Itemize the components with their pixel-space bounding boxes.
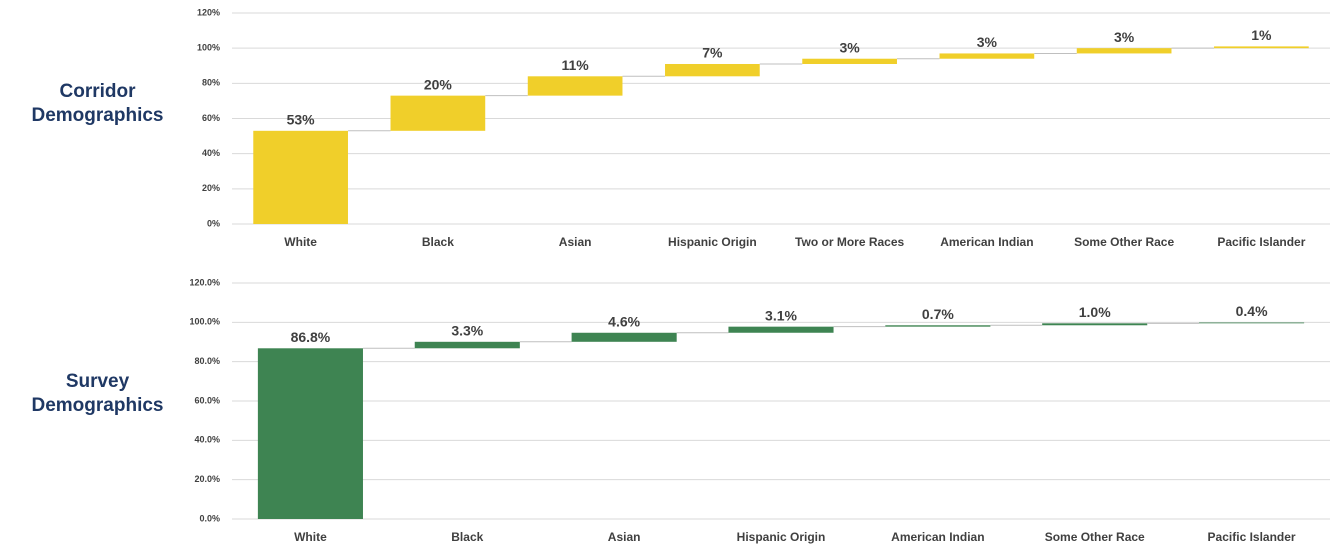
value-label: 3%	[1114, 29, 1135, 45]
value-label: 7%	[702, 45, 723, 61]
bar	[571, 332, 677, 342]
bar	[390, 95, 486, 131]
value-label: 0.4%	[1236, 303, 1268, 319]
x-tick-label: Asian	[559, 235, 592, 249]
value-label: 0.7%	[922, 306, 954, 322]
value-label: 1%	[1251, 27, 1272, 43]
x-tick-label: Hispanic Origin	[668, 235, 757, 249]
value-label: 53%	[287, 112, 316, 128]
y-tick-label: 40%	[202, 148, 220, 158]
value-label: 3.3%	[451, 323, 483, 339]
x-tick-label: Black	[422, 235, 454, 249]
y-tick-label: 120.0%	[189, 277, 220, 287]
y-tick-label: 60.0%	[194, 395, 220, 405]
y-tick-label: 60%	[202, 113, 220, 123]
value-label: 3%	[840, 39, 861, 55]
y-tick-label: 100.0%	[189, 317, 220, 327]
y-tick-label: 0.0%	[199, 513, 220, 523]
y-tick-label: 80%	[202, 78, 220, 88]
x-tick-label: Some Other Race	[1045, 530, 1145, 544]
x-tick-label: White	[294, 530, 327, 544]
bar	[665, 63, 760, 77]
bar	[1076, 48, 1172, 54]
value-label: 3.1%	[765, 307, 797, 323]
value-label: 11%	[562, 57, 590, 73]
bar	[527, 76, 623, 96]
y-tick-label: 0%	[207, 218, 220, 228]
value-label: 4.6%	[608, 313, 640, 329]
bar	[802, 58, 897, 64]
y-tick-label: 100%	[197, 43, 220, 53]
value-label: 86.8%	[291, 329, 331, 345]
x-tick-label: Pacific Islander	[1217, 235, 1305, 249]
y-tick-label: 120%	[197, 7, 220, 17]
bar	[885, 325, 991, 327]
x-tick-label: Some Other Race	[1074, 235, 1174, 249]
chart-title: Survey Demographics	[31, 371, 164, 416]
x-tick-label: White	[284, 235, 317, 249]
bar	[1199, 322, 1305, 324]
bar	[728, 326, 834, 333]
y-tick-label: 20.0%	[194, 474, 220, 484]
y-tick-label: 80.0%	[194, 356, 220, 366]
y-tick-label: 20%	[202, 183, 220, 193]
bar	[253, 130, 348, 224]
value-label: 1.0%	[1079, 304, 1111, 320]
x-tick-label: American Indian	[940, 235, 1033, 249]
y-tick-label: 40.0%	[194, 435, 220, 445]
bar	[414, 341, 520, 349]
value-label: 3%	[977, 34, 998, 50]
bar	[1042, 323, 1148, 326]
value-label: 20%	[424, 76, 453, 92]
chart-title: Corridor Demographics	[31, 81, 164, 126]
x-tick-label: Pacific Islander	[1208, 530, 1296, 544]
bar	[939, 53, 1035, 59]
x-tick-label: Black	[451, 530, 483, 544]
x-tick-label: Hispanic Origin	[737, 530, 826, 544]
x-tick-label: Two or More Races	[795, 235, 904, 249]
x-tick-label: Asian	[608, 530, 641, 544]
x-tick-label: American Indian	[891, 530, 984, 544]
bar	[1214, 46, 1309, 49]
bar	[257, 348, 363, 519]
